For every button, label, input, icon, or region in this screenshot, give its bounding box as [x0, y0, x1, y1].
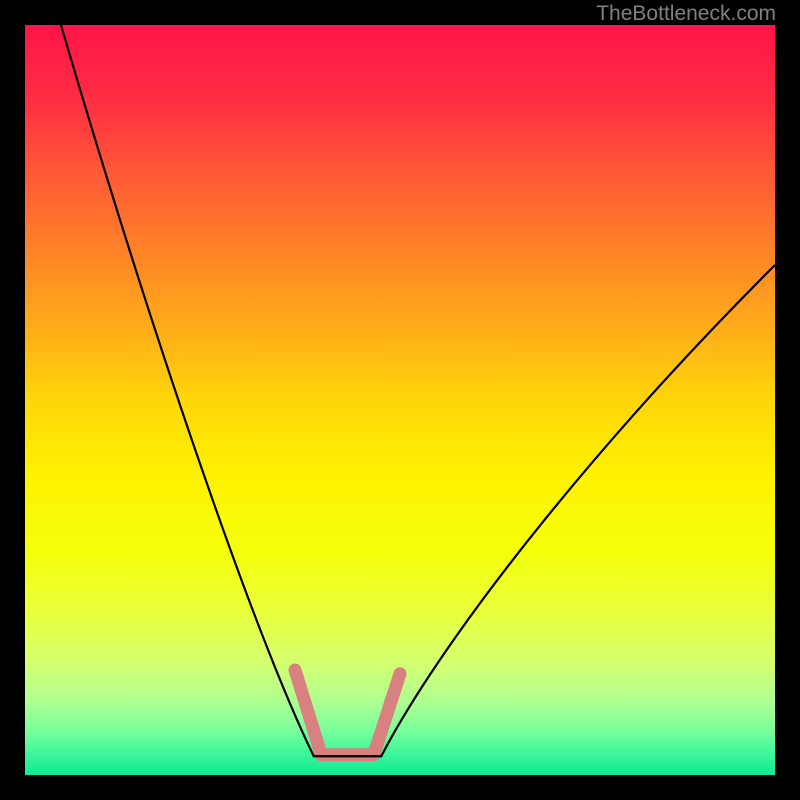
plot-area: [25, 25, 775, 775]
watermark-text: TheBottleneck.com: [596, 2, 776, 26]
gradient-background: [25, 25, 775, 775]
